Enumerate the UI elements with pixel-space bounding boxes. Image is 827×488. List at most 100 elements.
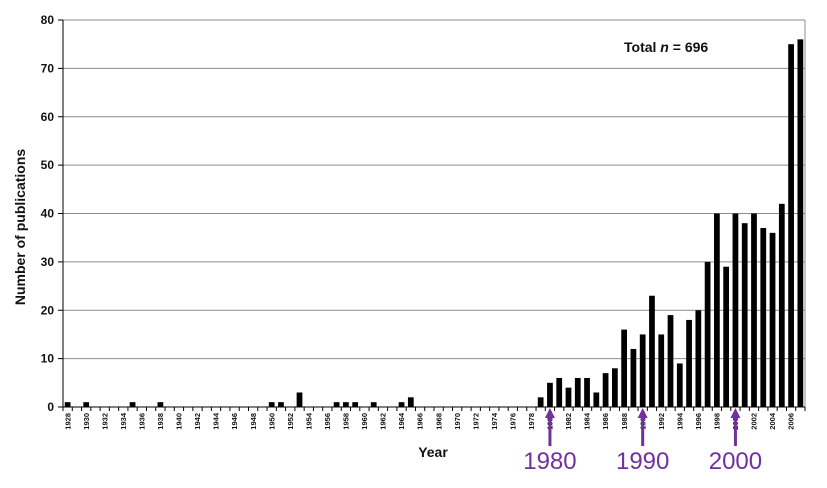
y-axis: 0 10 20 30 40 50 60 70 80	[41, 13, 64, 414]
decade-label: 1980	[523, 448, 576, 475]
x-tick-label: 1976	[508, 413, 517, 430]
bar	[296, 392, 303, 407]
bar	[778, 203, 785, 407]
y-tick-label: 60	[41, 110, 55, 124]
y-tick-label: 50	[41, 158, 55, 172]
bar	[593, 392, 600, 407]
x-tick-label: 1982	[564, 413, 573, 430]
x-tick-label: 1992	[657, 413, 666, 430]
bar	[723, 266, 730, 407]
bar	[676, 363, 683, 407]
y-tick-label: 40	[41, 207, 55, 221]
x-tick-label: 1986	[601, 413, 610, 430]
total-prefix: Total	[624, 39, 660, 55]
bar	[547, 382, 553, 407]
bar	[565, 387, 572, 407]
bar	[398, 402, 405, 407]
bar	[574, 377, 581, 407]
total-n: n	[660, 39, 669, 55]
bar	[714, 213, 720, 407]
x-tick-label: 1956	[323, 413, 332, 430]
bar	[611, 368, 618, 407]
x-tick-label: 1972	[471, 413, 480, 430]
bar	[407, 397, 414, 407]
gridlines	[63, 19, 806, 407]
bar	[760, 228, 767, 407]
x-tick-label: 1942	[193, 413, 202, 430]
x-tick-label: 1928	[63, 413, 72, 430]
x-tick-label: 1940	[175, 413, 184, 430]
x-tick-label: 1938	[156, 413, 165, 430]
x-tick-label: 1960	[360, 413, 369, 430]
bar	[788, 44, 794, 407]
bar	[584, 377, 590, 407]
x-tick-label: 1996	[694, 413, 703, 430]
bar	[667, 315, 674, 407]
x-tick-label: 1970	[453, 413, 462, 430]
x-tick-label: 1974	[490, 412, 499, 430]
bar	[602, 373, 609, 407]
y-axis-label: Number of publications	[12, 149, 28, 306]
bar	[537, 397, 544, 407]
bar	[695, 310, 702, 407]
y-tick-label: 20	[41, 303, 55, 317]
bar	[343, 402, 349, 407]
bar	[741, 223, 748, 407]
bars	[64, 39, 804, 407]
x-tick-label: 1984	[583, 412, 592, 430]
x-axis-label: Year	[418, 444, 448, 460]
x-tick-label: 1946	[230, 413, 239, 430]
bar	[129, 402, 136, 407]
x-tick-label: 1962	[379, 413, 388, 430]
decade-arrow-head	[637, 408, 648, 418]
total-annotation: Total n = 696	[624, 39, 708, 55]
bar	[556, 377, 563, 407]
x-tick-label: 1958	[342, 413, 351, 430]
x-tick-label: 2002	[750, 413, 759, 430]
decade-arrow-head	[544, 408, 555, 418]
decade-label: 2000	[709, 448, 762, 475]
bar	[639, 334, 646, 407]
x-tick-label: 1966	[416, 413, 425, 430]
bar	[268, 402, 275, 407]
bar	[769, 232, 776, 407]
x-tick-label: 1978	[527, 413, 536, 430]
x-tick-label: 1954	[304, 412, 313, 430]
x-tick-label: 1936	[137, 413, 146, 430]
x-tick-label: 1944	[212, 412, 221, 430]
bar	[352, 402, 359, 407]
total-value: = 696	[669, 39, 709, 55]
bar	[649, 295, 655, 407]
y-tick-label: 10	[41, 352, 55, 366]
x-tick-label: 1994	[675, 412, 684, 430]
x-axis: 1928 1930 1932 1934 1936 1938 1940 1942 1944 1946…	[62, 406, 806, 430]
bar	[157, 402, 164, 407]
bar	[278, 402, 284, 407]
y-tick-label: 0	[47, 400, 54, 414]
bar	[797, 39, 804, 407]
x-tick-label: 2006	[787, 413, 796, 430]
bar	[686, 319, 692, 407]
x-tick-label: 1952	[286, 413, 295, 430]
bar	[621, 329, 628, 407]
x-tick-label: 2004	[768, 412, 777, 430]
x-tick-label: 1934	[119, 412, 128, 430]
x-tick-label: 1998	[713, 413, 722, 430]
x-tick-label: 1964	[397, 412, 406, 430]
bar	[370, 402, 377, 407]
y-tick-label: 80	[41, 13, 55, 27]
bar	[630, 348, 637, 407]
y-tick-label: 70	[41, 61, 55, 75]
bar	[333, 402, 340, 407]
decade-label: 1990	[616, 448, 669, 475]
bar	[83, 402, 90, 407]
x-tick-label: 1932	[100, 413, 109, 430]
decade-markers: 1980 1990 2000	[523, 408, 762, 475]
x-tick-label: 1988	[620, 413, 629, 430]
x-tick-label: 1950	[267, 413, 276, 430]
x-tick-label: 1968	[434, 413, 443, 430]
x-tick-label: 1948	[249, 413, 258, 430]
bar	[658, 334, 665, 407]
bar	[732, 213, 739, 407]
